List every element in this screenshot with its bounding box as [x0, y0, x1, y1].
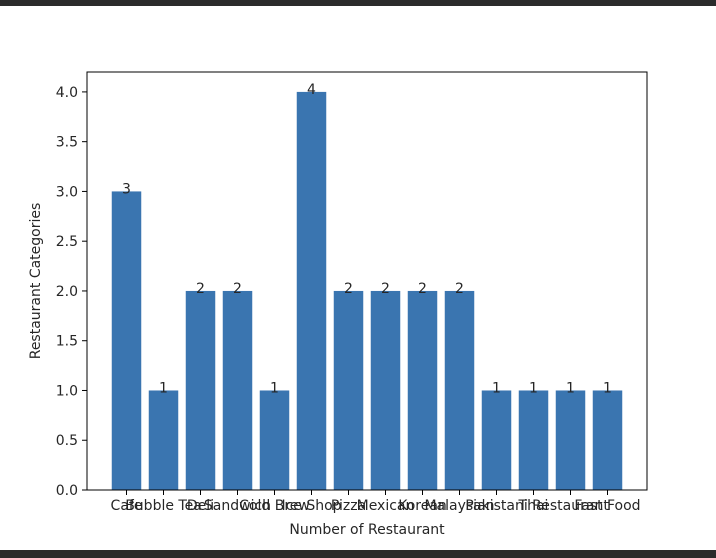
y-tick-label: 3.0 — [56, 184, 78, 200]
x-tick-label: Bubble Tea — [125, 498, 202, 514]
bar — [333, 290, 364, 490]
figure-canvas: 3 1 2 2 1 4 2 2 2 2 1 1 1 1 0.0 0.5 1.0 1.5 2.0 2.5 3.0 3.5 4.… — [0, 6, 716, 550]
bar — [518, 390, 549, 490]
y-tick-label: 2.0 — [56, 284, 78, 300]
data-label: 1 — [270, 380, 279, 396]
x-tick-label: Thai — [518, 498, 549, 514]
y-tick-label: 4.0 — [56, 85, 78, 101]
bar-chart: 3 1 2 2 1 4 2 2 2 2 1 1 1 1 0.0 0.5 1.0 1.5 2.0 2.5 3.0 3.5 4.… — [28, 71, 648, 538]
x-tick-label: Korean — [398, 498, 447, 514]
bar — [148, 390, 179, 490]
data-label: 2 — [233, 281, 242, 297]
data-label: 1 — [159, 380, 168, 396]
x-tick-label: Fast Food — [574, 498, 640, 514]
data-label: 1 — [566, 380, 575, 396]
x-tick-label: Cafe — [111, 498, 143, 514]
bar — [407, 290, 438, 490]
data-label: 1 — [492, 380, 501, 396]
x-tick-label: Mexican — [357, 498, 415, 514]
x-tick-label: Malaysian — [424, 498, 494, 514]
data-label: 2 — [344, 281, 353, 297]
y-tick-label: 1.0 — [56, 383, 78, 399]
data-label: 2 — [455, 281, 464, 297]
bar — [296, 91, 327, 491]
data-label: 3 — [122, 181, 131, 197]
y-tick-label: 1.5 — [56, 334, 78, 350]
bar — [259, 390, 290, 490]
bar — [555, 390, 586, 490]
x-tick-label: Cold Brew — [239, 498, 310, 514]
bar — [222, 290, 253, 490]
data-label: 4 — [307, 82, 316, 98]
bar — [481, 390, 512, 490]
x-tick-label: Deli — [187, 498, 214, 514]
x-tick-label: Ice Shop — [281, 498, 341, 514]
y-tick-label: 0.0 — [56, 483, 78, 499]
data-label: 2 — [196, 281, 205, 297]
x-tick-label: Sandwich — [204, 498, 271, 514]
bar — [444, 290, 475, 490]
data-label: 1 — [529, 380, 538, 396]
y-axis-title: Restaurant Categories — [28, 203, 44, 360]
data-label: 2 — [418, 281, 427, 297]
x-tick-label: Pizza — [331, 498, 366, 514]
bar — [111, 191, 142, 490]
y-tick-label: 2.5 — [56, 234, 78, 250]
bar — [185, 290, 216, 490]
y-tick-label: 0.5 — [56, 433, 78, 449]
bar — [370, 290, 401, 490]
data-label: 1 — [603, 380, 612, 396]
data-label: 2 — [381, 281, 390, 297]
bar — [592, 390, 623, 490]
x-axis-title: Number of Restaurant — [289, 522, 445, 538]
y-tick-label: 3.5 — [56, 135, 78, 151]
x-tick-label: Restaurant — [532, 498, 609, 514]
x-tick-label: Pakistani — [465, 498, 528, 514]
plot-frame — [86, 71, 648, 491]
